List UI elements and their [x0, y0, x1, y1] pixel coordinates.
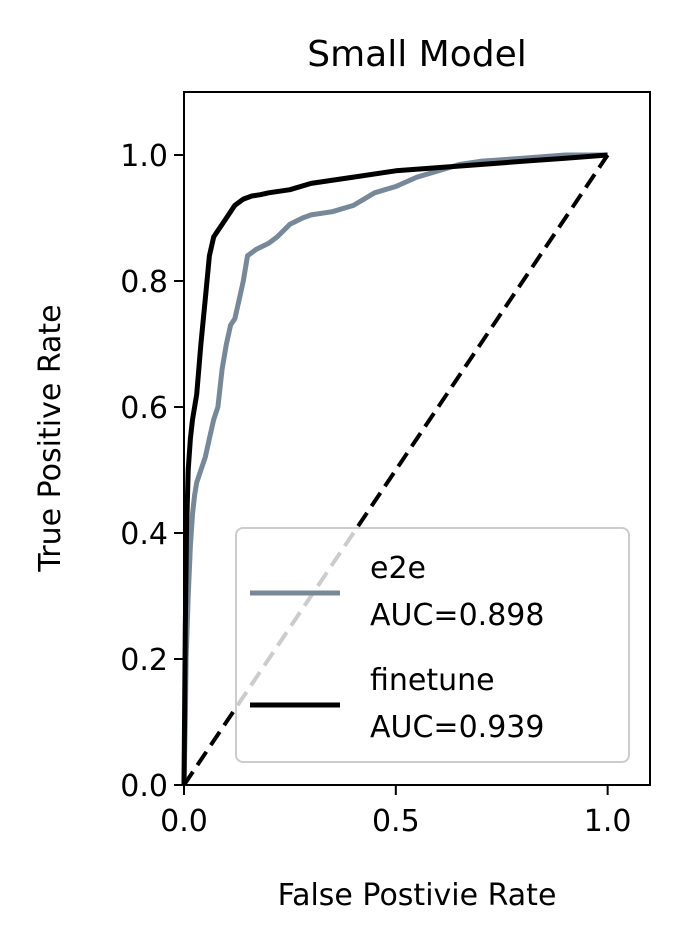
y-tick-label: 1.0: [120, 139, 168, 174]
y-tick-label: 0.2: [120, 643, 168, 678]
legend-label-e2e: e2e: [370, 551, 426, 586]
x-tick-label: 0.5: [372, 804, 420, 839]
series-line-finetune: [181, 152, 608, 786]
x-tick-label: 0.0: [160, 804, 208, 839]
legend-auc-finetune: AUC=0.939: [370, 710, 544, 745]
y-tick-label: 0.8: [120, 265, 168, 300]
legend-label-finetune: finetune: [370, 663, 495, 698]
y-axis: 0.0 0.2 0.4 0.6 0.8 1.0: [120, 139, 184, 804]
series-line-e2e: [181, 152, 608, 786]
y-axis-title: True Positive Rate: [33, 304, 68, 572]
plot-frame: [183, 91, 651, 786]
legend: e2e AUC=0.898 finetune AUC=0.939: [235, 527, 630, 763]
y-tick-label: 0.6: [120, 391, 168, 426]
chart-title: Small Model: [307, 34, 527, 75]
y-tick-label: 0.0: [120, 769, 168, 804]
x-tick-label: 1.0: [584, 804, 632, 839]
x-axis: 0.0 0.5 1.0: [160, 785, 631, 839]
legend-auc-e2e: AUC=0.898: [370, 598, 544, 633]
y-tick-label: 0.4: [120, 517, 168, 552]
x-axis-title: False Postivie Rate: [278, 878, 557, 913]
